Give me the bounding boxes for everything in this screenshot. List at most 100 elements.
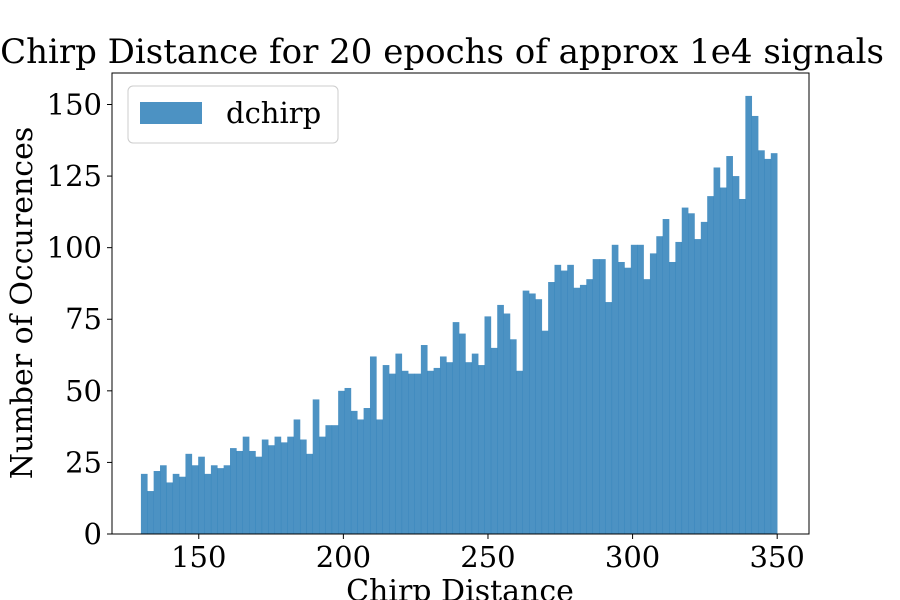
histogram-bar [179, 476, 186, 534]
histogram-bar [338, 390, 345, 534]
x-tick-label: 150 [171, 540, 226, 574]
histogram-bar [306, 453, 314, 534]
histogram-bar [274, 436, 282, 534]
histogram-bar [172, 473, 180, 534]
histogram-bar [280, 442, 288, 534]
histogram-bar [497, 304, 504, 534]
histogram-bar [707, 196, 714, 534]
legend-swatch-dchirp [140, 102, 202, 124]
y-tick-label: 50 [65, 374, 102, 408]
histogram-bar [287, 436, 294, 534]
histogram-bar [681, 207, 689, 534]
histogram-bar [223, 465, 231, 534]
x-tick-label: 200 [316, 540, 371, 574]
histogram-bar [630, 244, 638, 535]
histogram-bar [548, 282, 555, 534]
histogram-bar [490, 347, 498, 534]
histogram-bars [140, 95, 778, 535]
histogram-bar [541, 330, 549, 534]
histogram-bar [395, 353, 403, 534]
histogram-bar [242, 436, 250, 534]
histogram-bar [299, 439, 307, 534]
histogram-bar [319, 436, 326, 534]
histogram-bar [268, 445, 275, 534]
y-axis-ticks: 0 25 50 75 100 125 150 [47, 87, 112, 551]
histogram-bar [726, 156, 733, 535]
histogram-bar [509, 339, 517, 534]
histogram-bar [382, 365, 390, 534]
histogram-bar [719, 187, 727, 534]
histogram-bar [739, 198, 746, 535]
histogram-bar [363, 408, 371, 534]
histogram-bar [618, 261, 625, 534]
histogram-bar [198, 456, 205, 534]
histogram-bar [408, 373, 415, 534]
histogram-bar [599, 259, 606, 534]
histogram-bar [210, 465, 218, 534]
histogram-bar [185, 453, 193, 534]
histogram-bar [439, 356, 447, 534]
histogram-bar [675, 241, 683, 534]
histogram-bar [669, 261, 676, 534]
histogram-bar [191, 465, 199, 534]
histogram-bar [420, 345, 428, 534]
histogram-bar [166, 482, 174, 534]
histogram-bar [446, 362, 453, 534]
histogram-bar [325, 425, 333, 534]
histogram-bar [140, 473, 148, 534]
histogram-bar [452, 322, 460, 534]
histogram-bar [230, 448, 237, 534]
x-axis-ticks: 150 200 250 300 350 [171, 534, 805, 574]
histogram-bar [535, 299, 543, 534]
histogram-bar [592, 259, 600, 534]
histogram-bar [694, 239, 702, 534]
histogram-bar [554, 264, 562, 534]
histogram-bar [147, 491, 154, 534]
histogram-bar [605, 302, 613, 534]
histogram-bar [567, 264, 574, 534]
x-tick-label: 300 [605, 540, 660, 574]
histogram-bar [427, 370, 434, 534]
histogram-bar [758, 150, 765, 534]
histogram-bar [503, 313, 511, 534]
histogram-bar [662, 219, 670, 534]
legend-frame [127, 85, 339, 144]
y-tick-label: 25 [65, 445, 102, 479]
histogram-bar [643, 279, 651, 534]
histogram-bar [611, 244, 619, 535]
histogram-bar [433, 367, 441, 534]
histogram-bar [649, 253, 657, 534]
histogram-bar [586, 279, 593, 534]
histogram-bar [770, 153, 778, 535]
histogram-bar [389, 373, 396, 534]
histogram-bar [751, 115, 759, 534]
y-tick-label: 0 [84, 517, 102, 551]
histogram-bar [471, 353, 479, 534]
histogram-bar [478, 365, 485, 534]
y-tick-label: 125 [47, 159, 102, 193]
histogram-bar [459, 333, 466, 534]
chart-title: Chirp Distance for 20 epochs of approx 1… [0, 32, 884, 72]
histogram-bar [236, 450, 244, 534]
histogram-bar [745, 95, 753, 534]
histogram-bar [700, 221, 708, 534]
legend: dchirp [127, 85, 339, 144]
histogram-bar [293, 419, 301, 534]
histogram-bar [312, 399, 320, 534]
histogram-bar [204, 473, 212, 534]
y-tick-label: 150 [47, 87, 102, 121]
histogram-bar [529, 293, 536, 534]
plot-frame [111, 72, 810, 535]
histogram-bar [732, 176, 740, 534]
histogram-bar [217, 468, 224, 534]
histogram-bar [261, 439, 269, 534]
histogram-bar [160, 465, 167, 534]
histogram-bar [624, 267, 632, 534]
histogram-bar [401, 370, 409, 534]
x-axis-label: Chirp Distance [346, 574, 574, 600]
histogram-bar [376, 419, 383, 534]
histogram-bar [369, 356, 377, 534]
histogram-bar [465, 362, 473, 534]
histogram-bar [713, 167, 721, 535]
